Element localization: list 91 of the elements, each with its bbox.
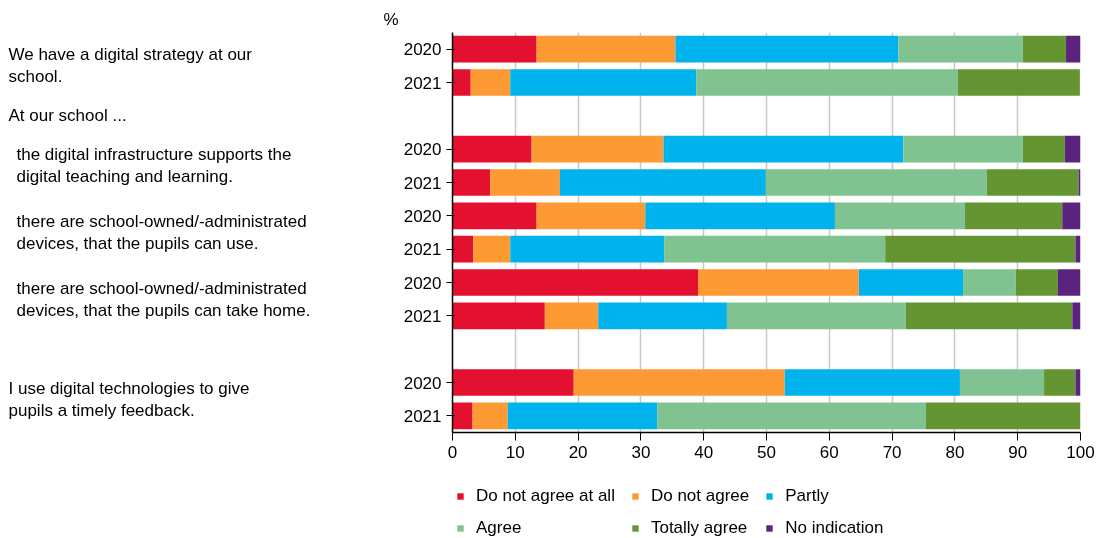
x-tick-label: 90 — [1008, 442, 1028, 462]
x-tick-label: 60 — [819, 442, 839, 462]
bar — [452, 202, 537, 230]
bar — [858, 269, 964, 296]
text: We have a digital strategy at our school. — [8, 45, 253, 87]
bar — [1022, 35, 1067, 63]
y-tick-label: 2021 — [403, 406, 442, 426]
x-tick-label: 70 — [882, 442, 902, 462]
bar — [885, 235, 1076, 263]
x-tick-label: 100 — [1066, 442, 1095, 462]
bar — [452, 135, 532, 163]
y-tick-label: 2021 — [403, 240, 442, 260]
bar — [1066, 35, 1081, 63]
legend-label: Totally agree — [650, 518, 748, 538]
x-tick-label: 50 — [757, 442, 776, 462]
bar — [784, 369, 960, 396]
text: there are school-owned/-administrated devices, that the pupils can use. — [16, 212, 307, 253]
bar — [473, 235, 511, 263]
y-tick-label: 2020 — [403, 373, 442, 393]
bar — [1044, 369, 1076, 396]
x-tick-label: 30 — [631, 442, 651, 462]
bar — [559, 169, 766, 196]
bar — [657, 402, 927, 430]
bar — [765, 169, 987, 196]
bar — [963, 269, 1016, 296]
x-tick-label: 0 — [447, 442, 458, 462]
bar — [1057, 269, 1081, 296]
x-tick-label: 20 — [568, 442, 588, 462]
x-tick-label: 40 — [694, 442, 714, 462]
bar — [964, 202, 1063, 230]
x-axis-title: % — [383, 9, 399, 29]
bar — [1072, 302, 1081, 330]
y-tick-label: 2020 — [403, 140, 442, 160]
y-tick-label: 2021 — [403, 73, 442, 93]
x-tick-label: 10 — [505, 442, 525, 462]
bar — [903, 135, 1023, 163]
legend-label: Do not agree — [650, 486, 750, 506]
bar — [898, 35, 1023, 63]
bar — [834, 202, 965, 230]
bar — [1015, 269, 1058, 296]
text: At our school ... — [8, 106, 127, 126]
bar — [452, 169, 491, 196]
bar — [1075, 235, 1081, 263]
bar — [1062, 202, 1081, 230]
bar — [452, 35, 537, 63]
bar — [726, 302, 906, 330]
bar — [536, 35, 676, 63]
bar — [645, 202, 835, 230]
text: I use digital technologies to give pupils a timely feedback. — [8, 378, 250, 420]
bar — [452, 69, 471, 96]
x-tick-label: 80 — [945, 442, 965, 462]
bar — [531, 135, 664, 163]
bar — [452, 402, 473, 430]
bar — [452, 269, 699, 296]
bar — [510, 235, 665, 263]
bar — [905, 302, 1073, 330]
bar — [573, 369, 785, 396]
legend-label: No indication — [785, 518, 884, 538]
bar — [986, 169, 1079, 196]
y-tick-label: 2021 — [403, 173, 442, 193]
legend-label: Agree — [476, 518, 522, 538]
y-tick-label: 2020 — [403, 206, 442, 226]
bar — [470, 69, 511, 96]
y-tick-label: 2020 — [403, 40, 442, 60]
bar — [452, 369, 574, 396]
legend-label: Do not agree at all — [476, 486, 615, 506]
bar — [696, 69, 959, 96]
bar — [958, 69, 1080, 96]
bar — [959, 369, 1045, 396]
bar — [1022, 135, 1065, 163]
bar — [1064, 135, 1081, 163]
bar — [926, 402, 1081, 430]
bar — [507, 402, 658, 430]
bar — [536, 202, 646, 230]
y-tick-label: 2020 — [403, 273, 442, 293]
text: the digital infrastructure supports the digital teaching and learning. — [16, 145, 292, 187]
bar — [472, 402, 508, 430]
legend-label: Partly — [785, 486, 829, 506]
bar — [664, 235, 886, 263]
bar — [490, 169, 560, 196]
bar — [452, 302, 545, 330]
bar — [698, 269, 859, 296]
bar — [675, 35, 899, 63]
bar — [452, 235, 474, 263]
bar — [1075, 369, 1081, 396]
text: there are school-owned/-administrated devices, that the pupils can take home. — [16, 278, 311, 320]
bar — [510, 69, 697, 96]
bar — [663, 135, 904, 163]
bar — [544, 302, 599, 330]
y-tick-label: 2021 — [403, 306, 442, 326]
bar — [598, 302, 727, 330]
